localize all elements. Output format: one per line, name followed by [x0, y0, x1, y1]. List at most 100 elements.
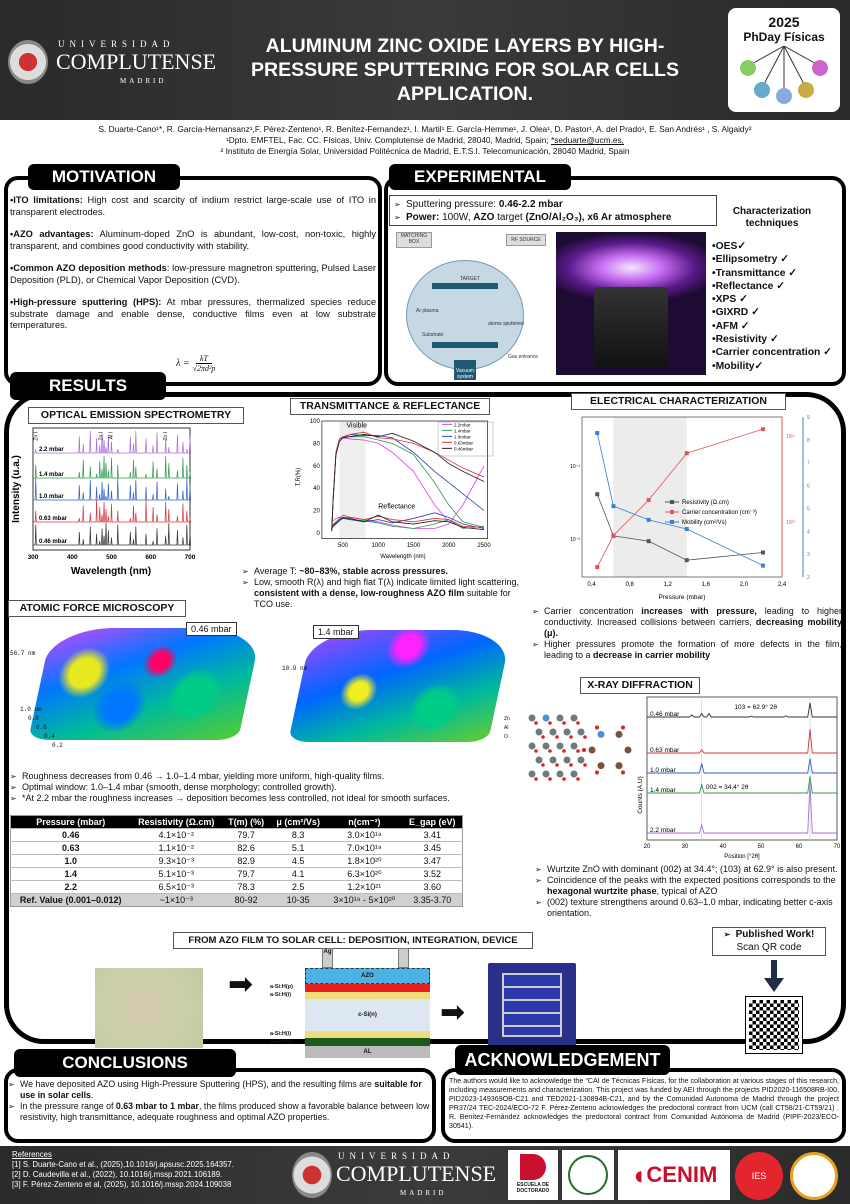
o-atom	[582, 748, 586, 752]
text-segment: •ITO limitations:	[10, 195, 83, 205]
o-atom	[548, 749, 552, 753]
text-segment: (ZnO/Al₂O₃)	[525, 212, 582, 223]
xrd-chart: 0.46 mbar 0.63 mbar 1.0 mbar 1.4 mbar 2.2 mb…	[637, 696, 841, 860]
x-tick-label: 1,6	[702, 582, 711, 588]
table-cell: 1.0	[10, 854, 131, 868]
characterization-title: Characterization techniques	[732, 206, 812, 229]
affiliation-1-text: ¹Dpto. EMFTEL, Fac. CC. Físicas, Univ. C…	[226, 135, 551, 145]
data-point	[684, 527, 689, 531]
reference-item[interactable]: [1] S. Duarte-Cano et al., (2025),10.101…	[12, 1160, 234, 1169]
al-layer: AL	[305, 1046, 430, 1058]
xrd-bullets: Wurtzite ZnO with dominant (002) at 34.4…	[535, 864, 845, 919]
target-plate	[432, 283, 498, 289]
y-tick-label: 0	[317, 531, 321, 537]
tr-series-R-0.46mbar	[331, 514, 485, 531]
poster-header	[0, 0, 850, 120]
table-cell: 10-35	[270, 893, 327, 907]
rf-source-label: RF SOURCE	[506, 234, 546, 246]
references: References [1] S. Duarte-Cano et al., (2…	[12, 1150, 234, 1190]
o-atom	[583, 735, 587, 739]
technique-item: •GIXRD ✓	[712, 307, 760, 319]
x-tick-label: 500	[106, 554, 117, 561]
matching-box-label: MATCHING BOX	[396, 232, 432, 248]
table-header-cell: Pressure (mbar)	[10, 815, 131, 829]
scan-qr-label: Scan QR code	[736, 942, 802, 953]
zn-atom	[549, 756, 557, 764]
series-label: 1.0 mbar	[650, 767, 676, 774]
published-work-box: Published Work! Scan QR code	[712, 927, 826, 956]
technique-item: •XPS ✓	[712, 294, 748, 306]
electrical-chart: Resistivity (Ω.cm) Carrier concentration …	[570, 415, 810, 601]
y3-tick-label: 5	[807, 506, 810, 512]
solar-cell-photo	[488, 963, 576, 1047]
ring-atom	[597, 762, 605, 770]
x-tick-label: 500	[338, 543, 349, 549]
y2-tick-label: 10²¹	[786, 434, 795, 440]
techniques-list: •OES✓ •Ellipsometry ✓ •Transmittance ✓ •…	[712, 240, 832, 373]
legend-label: Resistivity (Ω.cm)	[682, 500, 729, 506]
electrical-bullet: Higher pressures promote the formation o…	[532, 639, 842, 661]
data-point	[760, 427, 765, 432]
o-atom	[534, 749, 538, 753]
table-cell: 1.2×10²¹	[326, 880, 403, 894]
motivation-content: •ITO limitations: High cost and scarcity…	[10, 195, 376, 332]
motivation-item-methods: •Common AZO deposition methods: low-pres…	[10, 263, 376, 286]
y-tick-label: 100	[310, 419, 321, 425]
reference-item[interactable]: [3] F. Pérez-Zenteno et al, (2025), 10.1…	[12, 1180, 232, 1189]
y3-tick-label: 6	[807, 484, 810, 490]
x-tick-label: 700	[185, 554, 196, 561]
text-segment: target	[494, 212, 526, 223]
table-header-cell: T(m) (%)	[222, 815, 271, 829]
tr-bullets: Average T: ~80–83%, stable across pressu…	[242, 566, 522, 610]
author-list: S. Duarte-Cano¹*, R. García-Hernansanz¹,…	[98, 124, 752, 134]
technique-item: •OES✓	[712, 241, 746, 252]
data-point	[611, 504, 616, 509]
zn-atom	[577, 728, 585, 736]
series-label: 0.63 mbar	[39, 516, 68, 522]
zn-atom	[549, 728, 557, 736]
sputtered-label: atoms sputtered	[488, 321, 524, 327]
series-label: 2.2 mbar	[650, 827, 676, 834]
formula-lhs: λ =	[176, 358, 190, 369]
text-segment: In the pressure range of	[20, 1101, 116, 1111]
o-atom	[534, 721, 538, 725]
table-cell: 1.4	[10, 867, 131, 881]
y-axis-label: T,R(%)	[296, 468, 302, 486]
logo-univ-text: UNIVERSIDAD	[58, 39, 175, 49]
oes-series-1-0-mbar	[33, 477, 191, 501]
table-cell: 4.1×10⁻²	[130, 828, 223, 842]
text-segment: Power:	[406, 212, 440, 223]
x-tick-label: 300	[28, 554, 39, 561]
zn-atom	[563, 728, 571, 736]
table-header-cell: Resistivity (Ω.cm)	[130, 815, 223, 829]
text-segment: AZO	[473, 212, 495, 223]
text-segment: leading to higher conductivity. Increase…	[544, 606, 842, 627]
o-atom	[576, 721, 580, 725]
qr-code[interactable]	[745, 996, 803, 1054]
text-segment: Low, smooth R(λ) and high flat T(λ) indi…	[254, 577, 519, 587]
data-point	[595, 431, 600, 435]
text-segment: Carrier concentration	[544, 606, 642, 616]
event-year: 2025	[768, 14, 800, 30]
table-cell: 0.63	[10, 841, 131, 855]
sputtering-schematic: MATCHING BOX RF SOURCE TARGET Ar plasma …	[390, 228, 550, 380]
contact-email-link[interactable]: *seduarte@ucm.es,	[550, 135, 624, 145]
data-point	[646, 517, 651, 522]
o-atom	[562, 777, 566, 781]
data-point	[595, 492, 600, 497]
o-atom	[555, 735, 559, 739]
peak-annotation-002: 002 = 34.4° 2θ	[706, 783, 749, 791]
technique-item: •Ellipsometry ✓	[712, 254, 789, 266]
text-segment: 100W,	[439, 212, 474, 223]
label-asi-i: a-Si:H(i)	[270, 1031, 292, 1037]
x-tick-label: 600	[145, 554, 156, 561]
table-cell: 9.3×10⁻³	[130, 854, 223, 868]
ring-atom	[597, 730, 605, 738]
reference-item[interactable]: [2] D. Caudevilla et al., (2022), 10.101…	[12, 1170, 223, 1179]
ucm-logo: UNIVERSIDAD COMPLUTENSE MADRID	[8, 38, 216, 88]
text-segment: Roughness decreases from 0.46 → 1.0–1.4 …	[22, 771, 385, 781]
ucm-seal-icon	[8, 40, 48, 84]
cenim-logo: ◖ CENIM	[618, 1150, 730, 1200]
faculty-logo	[562, 1150, 614, 1200]
